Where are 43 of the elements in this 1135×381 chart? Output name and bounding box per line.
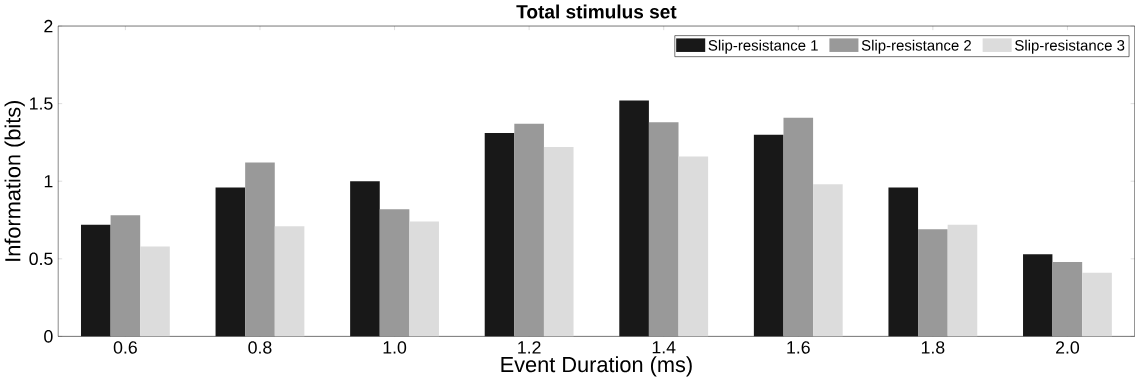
bar xyxy=(140,246,170,337)
bar xyxy=(1052,261,1083,337)
x-tick-label: 1.6 xyxy=(787,341,810,354)
y-tick-label: 2 xyxy=(44,19,53,33)
bar xyxy=(543,147,574,337)
x-tick-label: 0.8 xyxy=(248,341,272,354)
bar xyxy=(783,117,814,337)
bar xyxy=(379,209,410,337)
y-axis-title: Information (bits) xyxy=(4,100,25,261)
legend-label: Slip-resistance 2 xyxy=(861,39,971,54)
bar xyxy=(245,162,275,337)
bar xyxy=(514,123,544,337)
y-tick-label: 0.5 xyxy=(29,252,53,266)
y-tick-label: 0 xyxy=(44,330,53,343)
bar xyxy=(215,187,246,337)
bar xyxy=(110,215,141,337)
bar xyxy=(484,133,515,337)
bar xyxy=(350,181,380,337)
chart-title: Total stimulus set xyxy=(516,4,677,19)
x-axis-title: Event Duration (ms) xyxy=(501,356,692,377)
bar xyxy=(678,156,709,337)
bar xyxy=(947,224,978,337)
bar xyxy=(753,134,784,337)
legend-label: Slip-resistance 3 xyxy=(1015,39,1125,54)
bar xyxy=(409,221,439,337)
x-tick-label: 1.0 xyxy=(383,341,407,354)
x-tick-label: 1.8 xyxy=(921,341,945,354)
bar xyxy=(619,100,649,337)
y-tick-label: 1 xyxy=(44,175,53,188)
bar xyxy=(274,226,305,337)
x-tick-label: 2.0 xyxy=(1056,341,1080,354)
bar xyxy=(813,184,843,337)
x-tick-label: 0.6 xyxy=(113,341,137,354)
bar xyxy=(918,229,948,337)
bar xyxy=(648,122,679,337)
bar xyxy=(1023,254,1053,337)
x-tick-label: 1.4 xyxy=(652,341,676,354)
legend-label: Slip-resistance 1 xyxy=(708,39,818,54)
bar xyxy=(80,224,111,337)
bar xyxy=(888,187,919,337)
x-tick-label: 1.2 xyxy=(518,341,541,354)
bar xyxy=(1082,272,1112,337)
y-tick-label: 1.5 xyxy=(30,97,53,110)
